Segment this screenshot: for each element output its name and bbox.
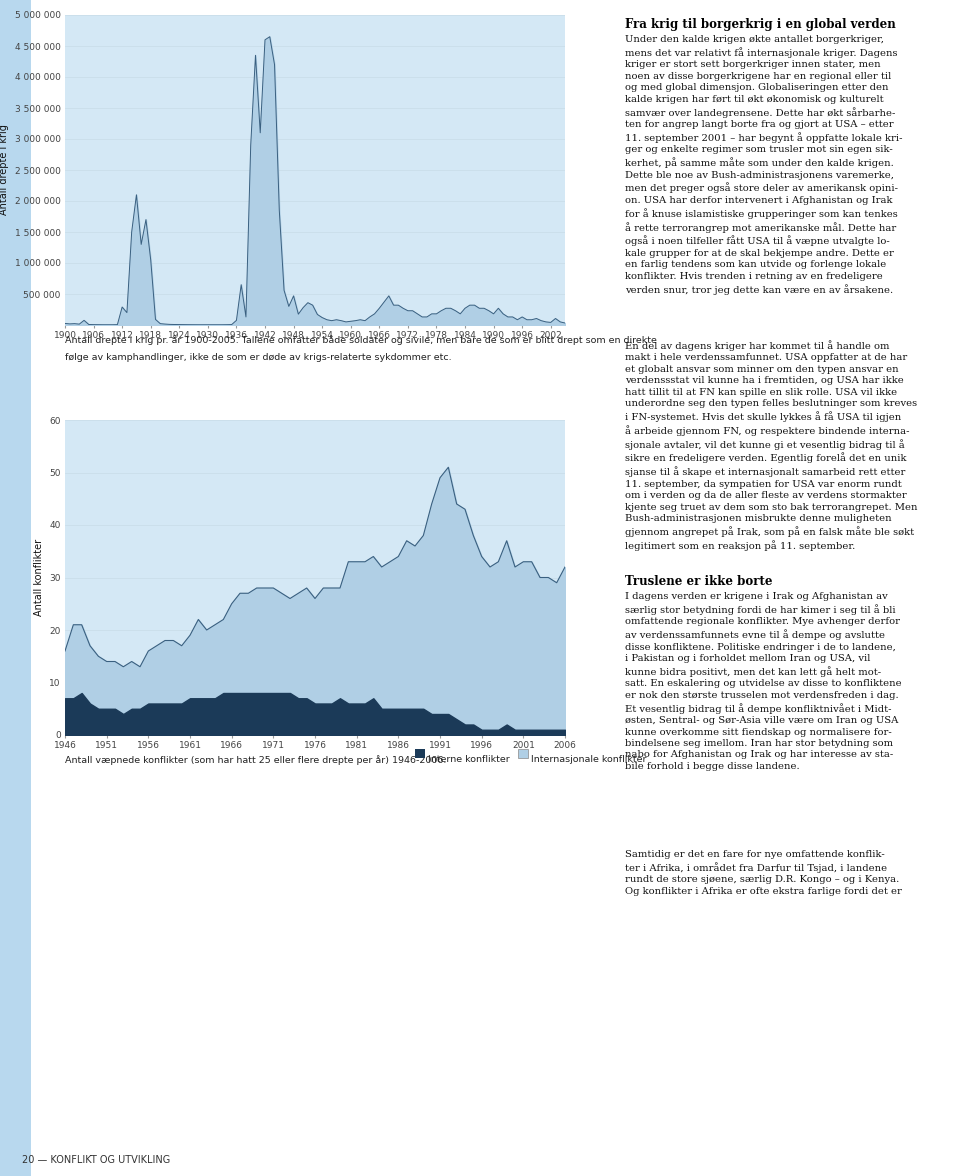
Text: 20 — KONFLIKT OG UTVIKLING: 20 — KONFLIKT OG UTVIKLING <box>22 1155 170 1165</box>
Text: Fra krig til borgerkrig i en global verden: Fra krig til borgerkrig i en global verd… <box>625 18 896 31</box>
Text: Antall drepte i krig pr. år 1900-2005. Tallene omfatter både soldater og sivile,: Antall drepte i krig pr. år 1900-2005. T… <box>65 335 657 345</box>
Text: Interne konflikter: Interne konflikter <box>428 755 510 764</box>
Text: Samtidig er det en fare for nye omfattende konflik-
ter i Afrika, i området fra : Samtidig er det en fare for nye omfatten… <box>625 850 901 896</box>
Text: I dagens verden er krigene i Irak og Afghanistan av
særlig stor betydning fordi : I dagens verden er krigene i Irak og Afg… <box>625 592 901 771</box>
Text: Internasjonale konflikter: Internasjonale konflikter <box>531 755 646 764</box>
Y-axis label: Antall konflikter: Antall konflikter <box>34 539 44 616</box>
Text: Truslene er ikke borte: Truslene er ikke borte <box>625 575 773 588</box>
Text: følge av kamphandlinger, ikke de som er døde av krigs-relaterte sykdommer etc.: følge av kamphandlinger, ikke de som er … <box>65 353 451 362</box>
Text: Antall væpnede konflikter (som har hatt 25 eller flere drepte per år) 1946-2006.: Antall væpnede konflikter (som har hatt … <box>65 755 452 764</box>
Text: Under den kalde krigen økte antallet borgerkriger,
mens det var relativt få inte: Under den kalde krigen økte antallet bor… <box>625 35 902 295</box>
Y-axis label: Antall drepte i krig: Antall drepte i krig <box>0 125 10 215</box>
Text: En del av dagens kriger har kommet til å handle om
makt i hele verdenssamfunnet.: En del av dagens kriger har kommet til å… <box>625 340 918 550</box>
